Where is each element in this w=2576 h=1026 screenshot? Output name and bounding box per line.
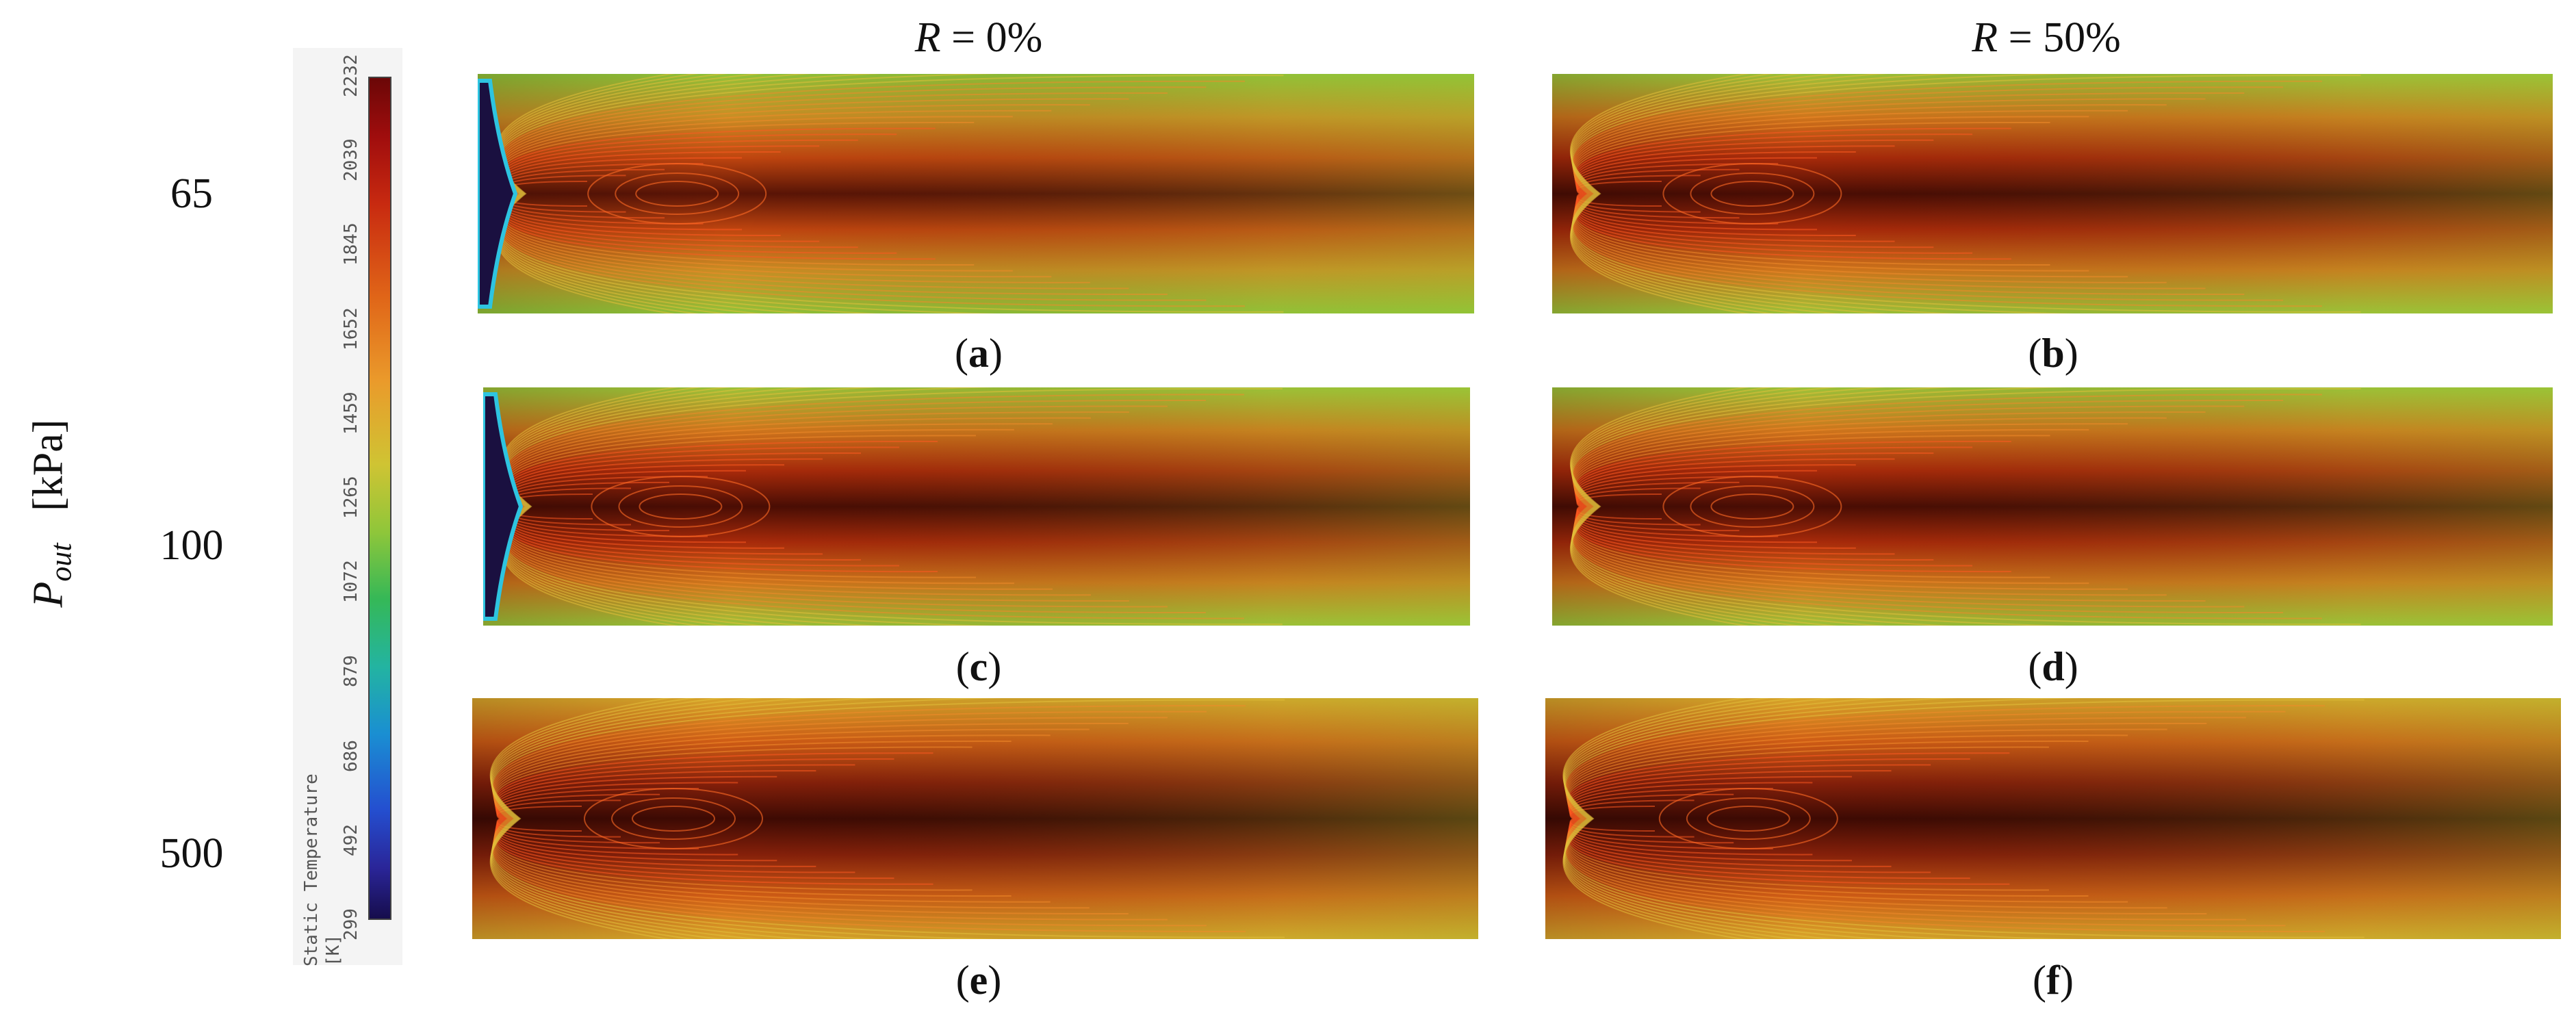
caption-letter: c — [969, 644, 988, 689]
contour-panel-d — [1552, 387, 2553, 626]
row-label-65: 65 — [170, 170, 213, 217]
colorbar-tick-label: 1265 — [341, 476, 361, 519]
panel-caption-a: (a) — [955, 331, 1003, 376]
panel-caption-d: (d) — [2028, 644, 2078, 689]
temperature-field-shading — [1552, 387, 2553, 626]
contour-core — [618, 485, 743, 528]
contour-line — [1562, 698, 1747, 939]
colorbar-tick-label: 299 — [341, 908, 361, 940]
contour-core — [587, 163, 767, 225]
column-header-value: = 0% — [940, 14, 1043, 61]
caption-letter: f — [2046, 958, 2060, 1003]
contour-core — [635, 181, 719, 207]
contour-field-a — [478, 74, 1474, 313]
contour-panel-c — [483, 387, 1470, 626]
colorbar-tick-label: 1845 — [341, 222, 361, 266]
contour-core — [615, 172, 740, 215]
panel-caption-e: (e) — [955, 958, 1002, 1003]
contour-core — [1662, 476, 1842, 537]
contour-panel-f — [1545, 698, 2561, 939]
contour-core — [1690, 172, 1815, 215]
caption-letter: e — [969, 958, 988, 1003]
colorbar-tick-label: 492 — [341, 823, 361, 856]
contour-core — [1710, 181, 1794, 207]
colorbar-tick-label: 879 — [341, 655, 361, 688]
column-header-var: R — [914, 14, 941, 61]
contour-field-e — [472, 698, 1478, 939]
temperature-field-shading — [1545, 698, 2561, 939]
contour-line — [1570, 387, 1750, 626]
contour-panel-a — [478, 74, 1474, 313]
temperature-field-shading — [483, 387, 1470, 626]
y-axis-label: Pout [kPa] — [14, 383, 89, 643]
row-label-100: 100 — [159, 522, 224, 569]
caption-letter: b — [2042, 331, 2065, 376]
contour-field-c — [483, 387, 1470, 626]
caption-letter: a — [968, 331, 989, 376]
panel-caption-c: (c) — [955, 644, 1002, 689]
contour-field-f — [1545, 698, 2561, 939]
temperature-field-shading — [1552, 74, 2553, 313]
panel-caption-f: (f) — [2033, 958, 2074, 1003]
column-header-var: R — [1972, 14, 1998, 61]
contour-core — [584, 788, 763, 849]
contour-core — [591, 476, 771, 537]
cold-inlet-region — [478, 79, 518, 309]
contour-core — [1686, 797, 1811, 840]
colorbar-tick-label: 2039 — [341, 138, 361, 182]
column-header-value: = 50% — [1998, 14, 2121, 61]
temperature-field-shading — [478, 74, 1474, 313]
contour-core — [611, 797, 736, 840]
temperature-field-shading — [472, 698, 1478, 939]
caption-letter: d — [2042, 644, 2065, 689]
cold-inlet-region — [483, 392, 524, 621]
contour-panel-b — [1552, 74, 2553, 313]
colorbar-tick-label: 1652 — [341, 307, 361, 350]
column-header-r0: R = 0% — [842, 14, 1116, 62]
colorbar-tick-label: 686 — [341, 739, 361, 772]
contour-line — [495, 74, 676, 313]
y-axis-var: P — [25, 581, 72, 608]
contour-core — [1658, 788, 1838, 849]
colorbar-tick-label: 2232 — [341, 54, 361, 97]
colorbar-unit: [K] — [323, 934, 344, 966]
contour-line — [1570, 74, 1751, 313]
y-axis-unit: [kPa] — [25, 419, 72, 511]
contour-core — [639, 493, 723, 520]
colorbar-gradient — [368, 77, 391, 920]
contour-field-d — [1552, 387, 2553, 626]
contour-core — [1690, 485, 1815, 528]
contour-panel-e — [472, 698, 1478, 939]
y-axis-subscript: out — [44, 543, 78, 582]
panel-caption-b: (b) — [2028, 331, 2078, 376]
colorbar-tick-label: 1072 — [341, 560, 361, 604]
contour-line — [501, 387, 679, 626]
contour-core — [632, 806, 715, 832]
contour-field-b — [1552, 74, 2553, 313]
colorbar-title: Static Temperature — [301, 773, 322, 966]
contour-line — [489, 698, 673, 939]
column-header-r50: R = 50% — [1909, 14, 2183, 62]
colorbar-tick-label: 1459 — [341, 392, 361, 435]
row-label-500: 500 — [159, 830, 224, 877]
contour-core — [1710, 493, 1794, 520]
contour-core — [1706, 806, 1790, 832]
contour-core — [1662, 163, 1842, 225]
